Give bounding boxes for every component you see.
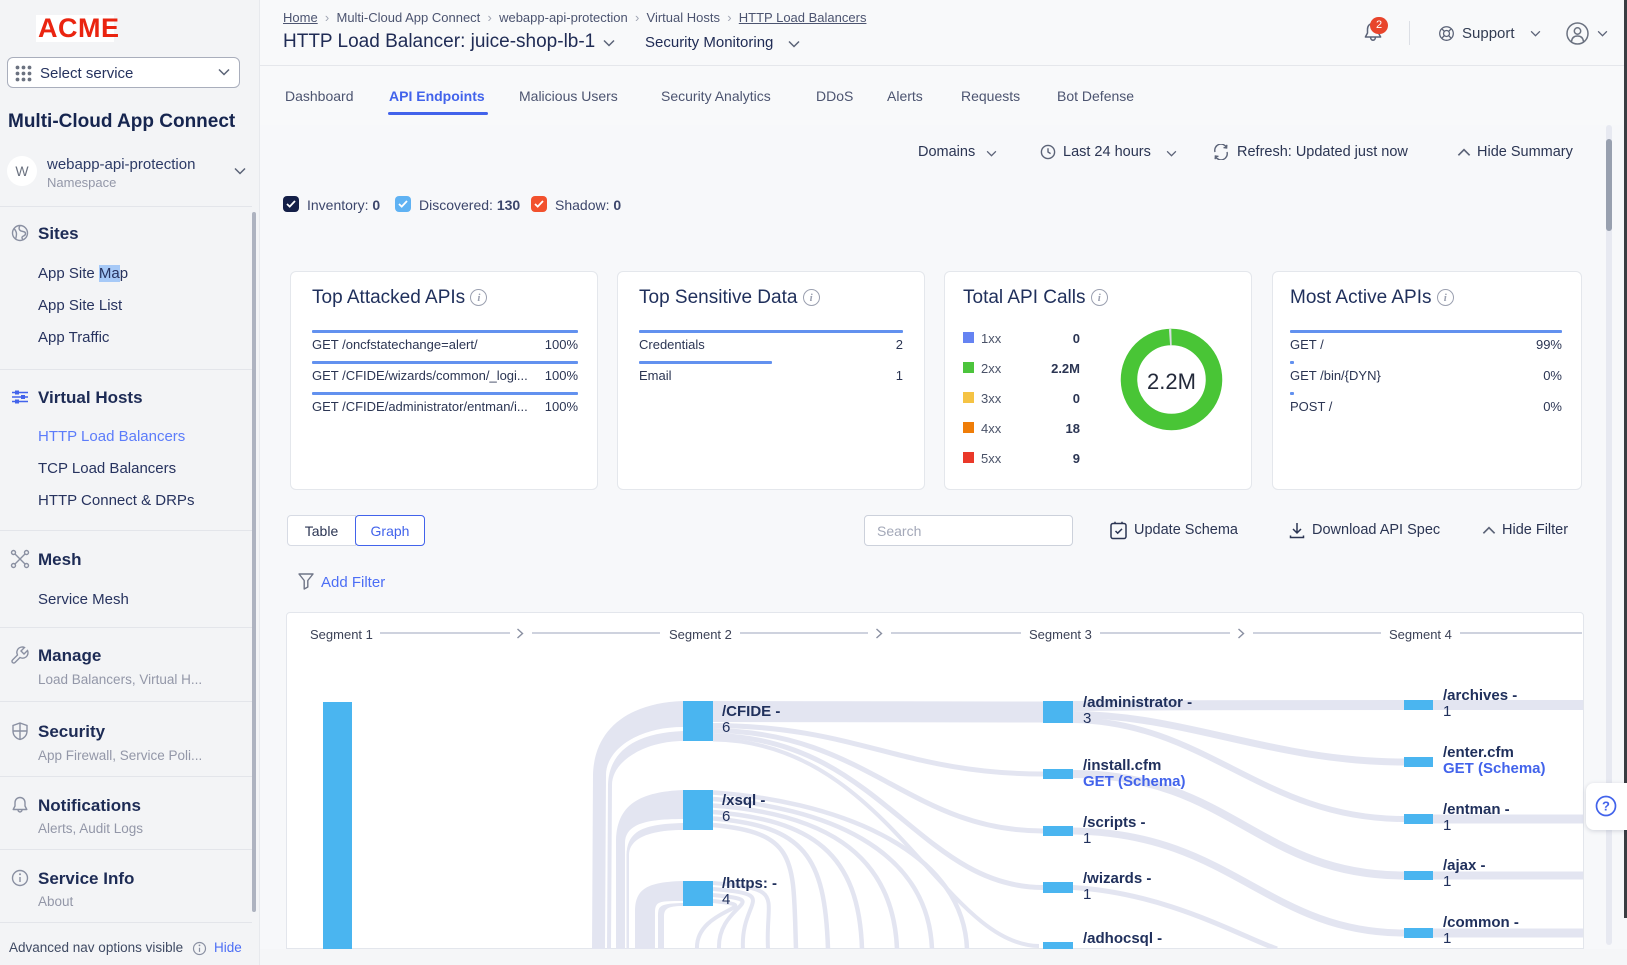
svg-text:?: ? — [1602, 799, 1610, 814]
